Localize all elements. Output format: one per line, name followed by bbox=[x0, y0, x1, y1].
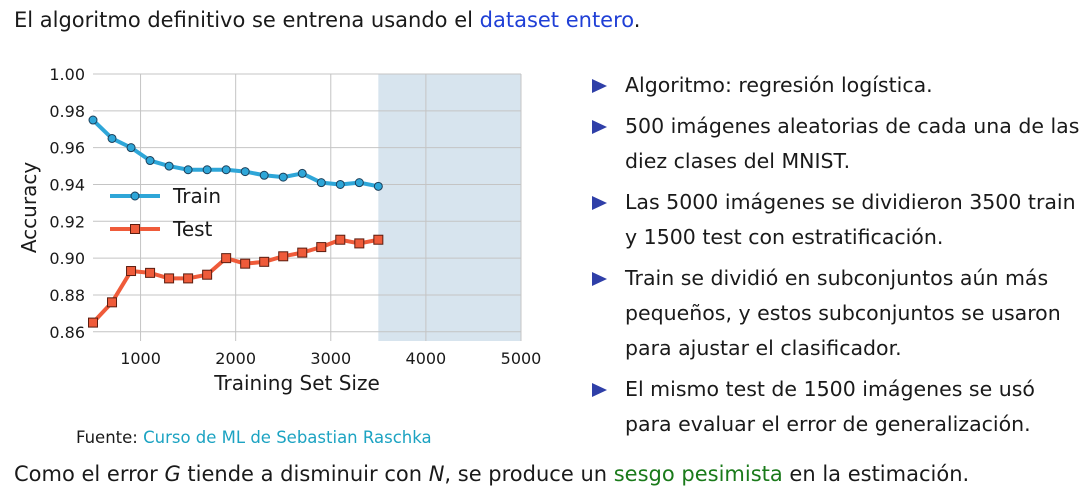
data-point bbox=[126, 143, 136, 153]
data-point bbox=[164, 161, 174, 171]
data-point bbox=[221, 165, 231, 175]
footer-text: en la estimación. bbox=[782, 462, 970, 486]
bullet-item: 500 imágenes aleatorias de cada una de l… bbox=[592, 109, 1082, 179]
bullet-item: El mismo test de 1500 imágenes se usó pa… bbox=[592, 372, 1082, 442]
x-tick-label: 3000 bbox=[310, 349, 351, 368]
data-point bbox=[145, 156, 155, 166]
data-point bbox=[183, 165, 193, 175]
data-point bbox=[259, 170, 269, 180]
data-point bbox=[373, 181, 383, 191]
data-point bbox=[164, 273, 175, 284]
data-point bbox=[88, 115, 98, 125]
source-label: Fuente: bbox=[76, 428, 144, 447]
y-tick-label: 1.00 bbox=[49, 65, 85, 84]
data-point bbox=[88, 317, 98, 328]
data-point bbox=[145, 267, 156, 278]
bullet-text: Las 5000 imágenes se dividieron 3500 tra… bbox=[625, 190, 1076, 249]
triangle-bullet-icon bbox=[592, 272, 607, 286]
bullet-item: Las 5000 imágenes se dividieron 3500 tra… bbox=[592, 185, 1082, 255]
y-axis-label: Accuracy bbox=[17, 162, 41, 253]
data-point bbox=[278, 251, 289, 262]
data-point bbox=[297, 247, 308, 258]
x-axis-label: Training Set Size bbox=[213, 371, 380, 395]
header-period: . bbox=[633, 8, 641, 32]
y-tick-label: 0.92 bbox=[49, 212, 85, 231]
data-point bbox=[240, 167, 250, 177]
y-tick-label: 0.94 bbox=[49, 175, 85, 194]
data-point bbox=[278, 172, 288, 182]
data-point bbox=[354, 178, 364, 188]
legend-label: Test bbox=[172, 217, 213, 241]
triangle-bullet-icon bbox=[592, 120, 607, 134]
data-point bbox=[316, 178, 326, 188]
legend: Train Test bbox=[110, 184, 221, 241]
bullet-text: El mismo test de 1500 imágenes se usó pa… bbox=[625, 377, 1035, 436]
x-tick-label: 4000 bbox=[406, 349, 447, 368]
bullet-list: Algoritmo: regresión logística. 500 imág… bbox=[592, 68, 1082, 448]
data-point bbox=[354, 238, 365, 249]
header-sentence: El algoritmo definitivo se entrena usand… bbox=[14, 8, 640, 32]
data-point bbox=[107, 297, 118, 308]
legend-marker bbox=[130, 191, 140, 201]
series-line bbox=[91, 237, 379, 324]
triangle-bullet-icon bbox=[592, 383, 607, 397]
x-tick-label: 1000 bbox=[120, 349, 161, 368]
data-point bbox=[202, 165, 212, 175]
footer-sentence: Como el error G tiende a disminuir con N… bbox=[14, 462, 969, 486]
source-credit: Fuente: Curso de ML de Sebastian Raschka bbox=[76, 428, 432, 447]
footer-text: Como el error bbox=[14, 462, 165, 486]
variable-n: N bbox=[428, 462, 445, 486]
shaded-region bbox=[378, 74, 521, 341]
header-highlight: dataset entero bbox=[479, 8, 634, 32]
data-point bbox=[259, 256, 270, 267]
y-tick-label: 0.96 bbox=[49, 139, 85, 158]
learning-curve-chart: 0.86 0.88 0.90 0.92 0.94 0.96 0.98 1.00 1000 2000… bbox=[17, 65, 542, 395]
footer-text: tiende a disminuir con bbox=[180, 462, 429, 486]
legend-label: Train bbox=[172, 184, 221, 208]
data-point bbox=[202, 269, 213, 280]
bullet-text: 500 imágenes aleatorias de cada una de l… bbox=[625, 114, 1080, 173]
data-point bbox=[107, 133, 117, 143]
footer-text: , se produce un bbox=[444, 462, 614, 486]
triangle-bullet-icon bbox=[592, 196, 607, 210]
data-point bbox=[316, 242, 327, 253]
legend-marker bbox=[130, 224, 140, 234]
footer-highlight: sesgo pesimista bbox=[613, 462, 783, 486]
header-text: El algoritmo definitivo se entrena usand… bbox=[14, 8, 480, 32]
series-test bbox=[88, 234, 384, 328]
data-point bbox=[126, 266, 137, 277]
data-point bbox=[240, 258, 251, 269]
data-point bbox=[373, 234, 384, 245]
data-point bbox=[335, 179, 345, 189]
bullet-text: Train se dividió en subconjuntos aún más… bbox=[625, 266, 1061, 360]
data-point bbox=[297, 168, 307, 178]
data-point bbox=[221, 253, 232, 264]
y-tick-label: 0.88 bbox=[49, 286, 85, 305]
x-tick-label: 2000 bbox=[215, 349, 256, 368]
variable-g: G bbox=[164, 462, 181, 486]
bullet-text: Algoritmo: regresión logística. bbox=[625, 73, 933, 97]
series-train bbox=[88, 115, 383, 191]
x-tick-label: 5000 bbox=[501, 349, 542, 368]
y-tick-label: 0.98 bbox=[49, 102, 85, 121]
bullet-item: Train se dividió en subconjuntos aún más… bbox=[592, 261, 1082, 366]
bullet-item: Algoritmo: regresión logística. bbox=[592, 68, 1082, 103]
data-point bbox=[183, 273, 194, 284]
y-tick-label: 0.86 bbox=[49, 323, 85, 342]
triangle-bullet-icon bbox=[592, 79, 607, 93]
series-line bbox=[91, 118, 379, 189]
data-point bbox=[335, 234, 346, 245]
source-link[interactable]: Curso de ML de Sebastian Raschka bbox=[143, 428, 432, 447]
y-tick-label: 0.90 bbox=[49, 249, 85, 268]
